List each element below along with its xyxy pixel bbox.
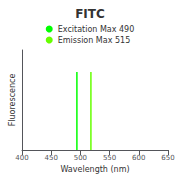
svg-text:400: 400 [15, 154, 28, 162]
svg-text:500: 500 [74, 154, 87, 162]
svg-text:Emission Max 515: Emission Max 515 [58, 36, 131, 45]
svg-text:650: 650 [161, 154, 174, 162]
svg-text:Fluorescence: Fluorescence [8, 74, 17, 127]
svg-text:450: 450 [45, 154, 58, 162]
svg-text:Excitation Max 490: Excitation Max 490 [58, 25, 135, 34]
svg-text:Wavelength (nm): Wavelength (nm) [60, 165, 129, 174]
svg-text:600: 600 [132, 154, 145, 162]
svg-text:550: 550 [103, 154, 116, 162]
svg-text:FITC: FITC [75, 7, 105, 21]
